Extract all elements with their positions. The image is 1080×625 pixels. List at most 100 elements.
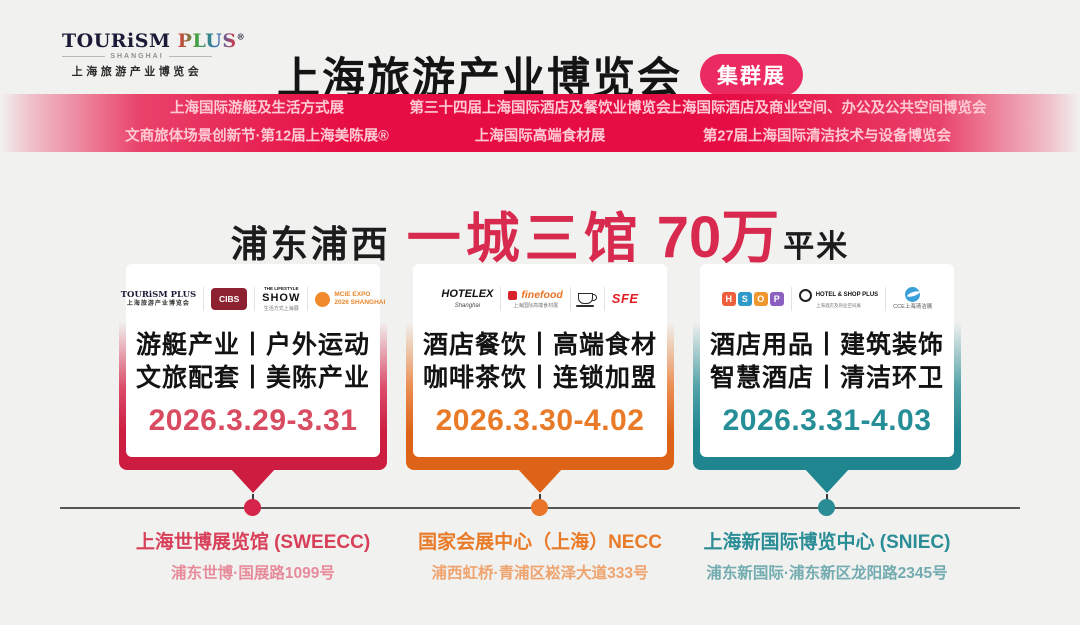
headline: 浦东浦西 一城三馆 70万 平米: [0, 190, 1080, 274]
hsop-tiles-icon: H S O P: [721, 292, 784, 306]
headline-number: 70万: [656, 205, 780, 270]
venue-necc-address: 浦西虹桥·青浦区崧泽大道333号: [431, 565, 649, 582]
lifestyle-show-logo: THE LIFESTYLE SHOW 生活方式上海展: [262, 286, 300, 312]
brand-region-label: SHANGHAI: [110, 53, 164, 60]
hotel-shop-plus-sub: 上海酒店及商业空间展: [815, 303, 861, 309]
venue-sniec-name: 上海新国际博览中心 (SNIEC): [703, 532, 951, 553]
card3-categories: 酒店用品丨建筑装饰 智慧酒店丨清洁环卫: [710, 329, 944, 395]
brand-word-tourism: TOURiSM: [62, 30, 171, 52]
timeline-dot-necc: [531, 499, 548, 516]
sfe-logo-text: SFE: [611, 291, 639, 307]
coffee-festival-logo: [575, 291, 597, 308]
hotelex-logo-sub: Shanghai: [454, 302, 481, 309]
hsop-tile-h: H: [721, 292, 736, 306]
venue-sweecc-name: 上海世博展览馆 (SWEECC): [135, 532, 371, 553]
banner-col3-line2: 第27届上海国际清洁技术与设备博览会: [702, 128, 952, 144]
card1-category-line2: 文旅配套丨美陈产业: [135, 364, 370, 392]
logo-divider: [307, 287, 309, 311]
card2-dates: 2026.3.30-4.02: [435, 404, 645, 437]
venue-sweecc-address: 浦东世博·国展路1099号: [171, 565, 335, 582]
mcie-sub: 2026 SHANGHAI: [334, 299, 386, 306]
finefood-logo-text: finefood: [521, 289, 563, 302]
card1-categories: 游艇产业丨户外运动 文旅配套丨美陈产业: [136, 329, 370, 395]
card3-logo-row: H S O P HOTEL & SHOP PLUS 上海酒店及商业空间展: [721, 280, 932, 318]
banner-col2-line1: 第三十四届上海国际酒店及餐饮业博览会: [409, 100, 671, 117]
mcie-ball-icon: [315, 291, 331, 307]
cce-globe-icon: [905, 287, 921, 303]
card-sniec: H S O P HOTEL & SHOP PLUS 上海酒店及商业空间展: [693, 264, 961, 511]
banner-col1-line1: 上海国际游艇及生活方式展: [169, 100, 344, 117]
timeline-dot-sweecc: [244, 499, 261, 516]
tourism-plus-logo-sub: 上海旅游产业博览会: [126, 301, 190, 307]
sfe-logo: SFE: [612, 291, 639, 307]
card-sniec-body: H S O P HOTEL & SHOP PLUS 上海酒店及商业空间展: [700, 264, 954, 457]
card-sweecc-body: TOURiSM PLUS 上海旅游产业博览会 CIBS THE LIFESTYL…: [121, 264, 385, 457]
banner-column-3: 上海国际酒店及商业空间、办公及公共空间博览会 第27届上海国际清洁技术与设备博览…: [668, 95, 987, 150]
tourism-plus-logo-text: TOURiSM PLUS: [120, 289, 197, 300]
card-sweecc: TOURiSM PLUS 上海旅游产业博览会 CIBS THE LIFESTYL…: [119, 264, 387, 511]
card2-categories: 酒店餐饮丨高端食材 咖啡茶饮丨连锁加盟: [423, 329, 657, 395]
logo-divider: [603, 287, 605, 311]
brand-region-row: SHANGHAI: [62, 53, 212, 60]
hsop-tile-p: P: [769, 292, 784, 306]
coffee-cup-icon: [575, 292, 597, 307]
card3-dates: 2026.3.31-4.03: [722, 404, 932, 437]
card3-category-line2: 智慧酒店丨清洁环卫: [709, 364, 944, 392]
card3-location-pointer: [804, 468, 850, 493]
registered-mark: ®: [236, 31, 246, 42]
logo-divider: [790, 287, 792, 311]
card2-logo-row: HOTELEX Shanghai finefood 上海国际高端食材展: [441, 280, 638, 318]
hotel-shop-plus-text: HOTEL & SHOP PLUS: [815, 292, 879, 299]
finefood-logo: finefood 上海国际高端食材展: [508, 289, 563, 309]
venue-necc-name: 国家会展中心（上海）NECC: [418, 532, 662, 553]
banner-column-1: 上海国际游艇及生活方式展 文商旅体场景创新节·第12届上海美陈展®: [125, 95, 389, 150]
cibs-logo: CIBS: [211, 288, 248, 310]
hotelex-logo-text: HOTELEX: [441, 288, 494, 301]
banner-col3-line1: 上海国际酒店及商业空间、办公及公共空间博览会: [667, 100, 987, 117]
hotel-shop-plus-logo: HOTEL & SHOP PLUS 上海酒店及商业空间展: [798, 289, 879, 309]
banner-col1-line2: 文商旅体场景创新节·第12届上海美陈展®: [125, 128, 389, 144]
card2-location-pointer: [517, 468, 563, 493]
brand-wordmark: TOURiSM PLUS®: [62, 30, 245, 52]
lifestyle-show-top: THE LIFESTYLE: [263, 286, 299, 292]
card-necc: HOTELEX Shanghai finefood 上海国际高端食材展: [406, 264, 674, 511]
lifestyle-show-sub: 生活方式上海展: [263, 305, 299, 312]
brand-word-plus: PLUS: [177, 30, 237, 52]
card1-location-pointer: [230, 468, 276, 493]
card-necc-body: HOTELEX Shanghai finefood 上海国际高端食材展: [413, 264, 667, 457]
mcie-logo-text: MCIE EXPO 2026 SHANGHAI: [334, 291, 385, 307]
venue-sweecc: 上海世博展览馆 (SWEECC) 浦东世博·国展路1099号: [73, 527, 433, 583]
venue-necc: 国家会展中心（上海）NECC 浦西虹桥·青浦区崧泽大道333号: [360, 527, 720, 583]
logo-divider: [203, 287, 205, 311]
card3-category-line1: 酒店用品丨建筑装饰: [709, 331, 944, 359]
banner-column-2: 第三十四届上海国际酒店及餐饮业博览会 上海国际高端食材展: [410, 95, 671, 150]
chef-icon: [508, 291, 518, 300]
logo-divider: [885, 287, 887, 311]
venue-sniec: 上海新国际博览中心 (SNIEC) 浦东新国际·浦东新区龙阳路2345号: [647, 527, 1007, 583]
logo-divider: [500, 287, 502, 311]
card2-category-line1: 酒店餐饮丨高端食材: [422, 331, 657, 359]
headline-highlight: 一城三馆: [406, 209, 643, 269]
headline-suffix: 平米: [783, 229, 850, 264]
finefood-logo-sub: 上海国际高端食材展: [513, 302, 559, 309]
cce-logo-text: CCE上海清洁展: [893, 304, 933, 311]
logo-divider: [254, 287, 256, 311]
venue-sniec-address: 浦东新国际·浦东新区龙阳路2345号: [706, 565, 948, 582]
hsop-tile-o: O: [753, 292, 768, 306]
mcie-expo-logo: MCIE EXPO 2026 SHANGHAI: [315, 291, 385, 307]
headline-prefix: 浦东浦西: [230, 224, 391, 265]
sub-expo-banner: 上海国际游艇及生活方式展 文商旅体场景创新节·第12届上海美陈展® 第三十四届上…: [0, 94, 1080, 152]
banner-col2-line2: 上海国际高端食材展: [474, 128, 606, 144]
logo-divider: [569, 287, 571, 311]
timeline-dot-sniec: [818, 499, 835, 516]
hotel-shop-plus-row: HOTEL & SHOP PLUS: [798, 289, 879, 303]
cluster-expo-badge: 集群展: [700, 54, 803, 96]
cce-logo: CCE上海清洁展: [893, 287, 932, 311]
card1-dates: 2026.3.29-3.31: [148, 404, 358, 437]
tourism-plus-logo: TOURiSM PLUS 上海旅游产业博览会: [121, 290, 196, 308]
card1-logo-row: TOURiSM PLUS 上海旅游产业博览会 CIBS THE LIFESTYL…: [121, 280, 386, 318]
hsop-logo: H S O P: [721, 292, 784, 306]
swirl-icon: [798, 289, 812, 303]
card1-category-line1: 游艇产业丨户外运动: [135, 331, 370, 359]
